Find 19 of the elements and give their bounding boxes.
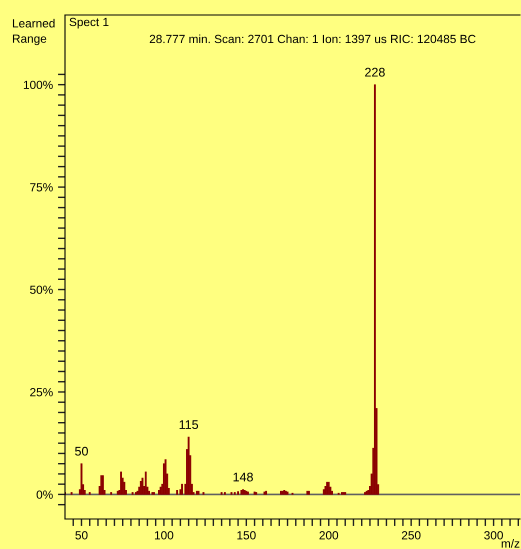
annotation: 148	[234, 472, 253, 482]
y-tick-label: 0%	[36, 490, 53, 499]
x-tick-label: 50	[75, 531, 88, 540]
y-tick-label: 75%	[30, 183, 53, 192]
annotation: 50	[75, 446, 88, 456]
x-axis-title: m/z	[502, 539, 520, 548]
x-tick-label: 100	[154, 531, 174, 540]
x-tick-label: 150	[237, 531, 256, 540]
x-tick-label: 250	[402, 531, 421, 540]
text: 28.777 min. Scan: 2701 Chan: 1 Ion: 1397 us RIC: 120485 BC	[150, 34, 476, 44]
text: Learned Range	[12, 18, 55, 46]
chart-title: Spect 1	[70, 18, 108, 28]
annotation: 115	[180, 420, 198, 430]
x-tick-label: 200	[319, 531, 338, 540]
annotation: 228	[365, 68, 385, 77]
y-tick-label: 100%	[24, 80, 53, 90]
x-tick-label: 300	[484, 531, 503, 540]
y-tick-label: 50%	[30, 286, 53, 294]
y-tick-label: 25%	[30, 388, 53, 396]
